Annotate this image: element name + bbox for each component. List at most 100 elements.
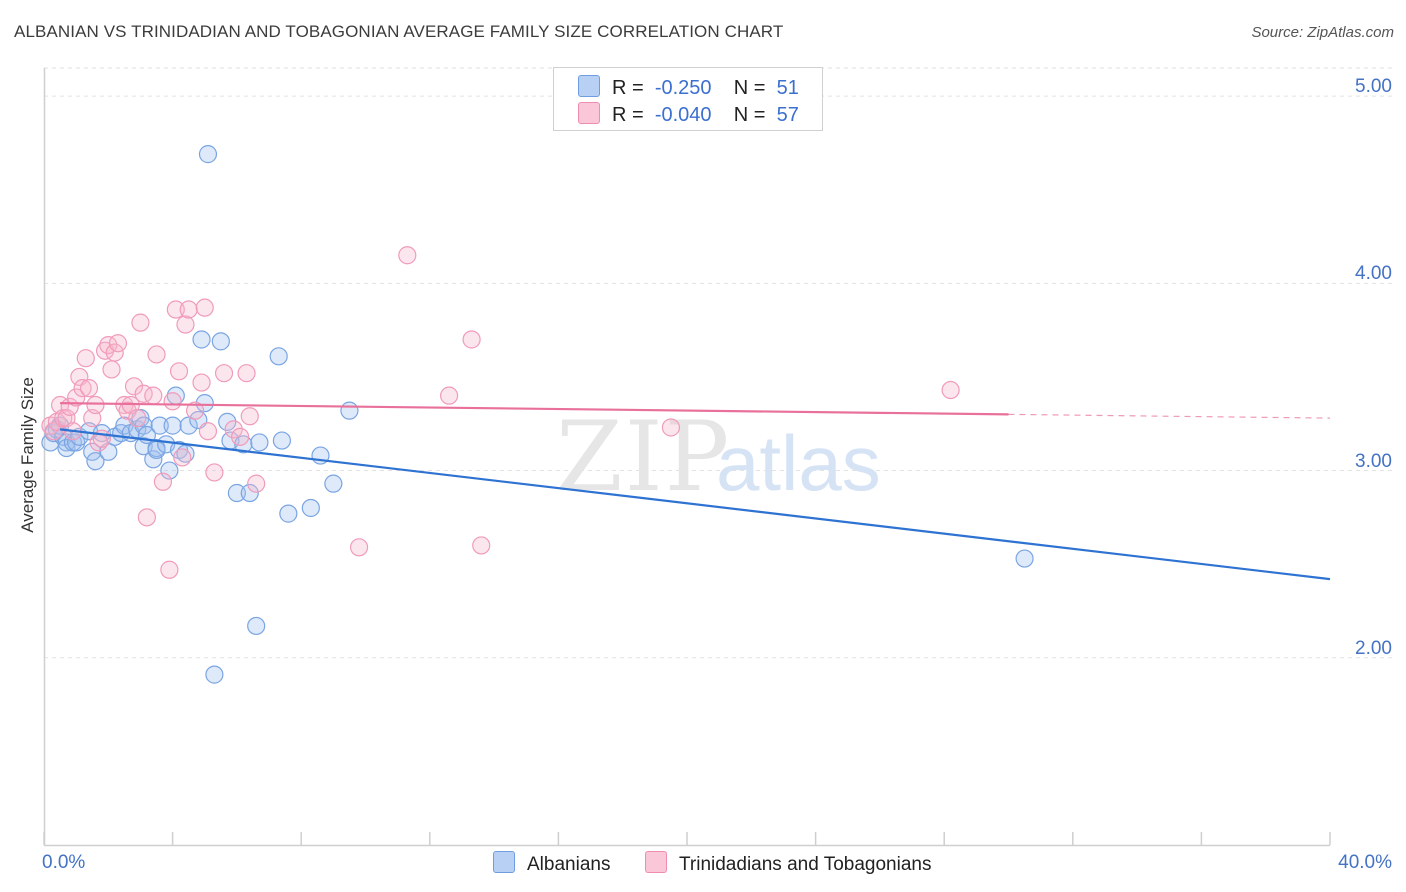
trinidadian-point [108, 334, 128, 353]
trinidadians-trend-line [60, 402, 1009, 416]
trinidadian-point [169, 362, 189, 381]
trinidadians-trend-extension [1008, 413, 1331, 419]
trinidadian-point [192, 373, 211, 392]
trinidadian-point [57, 409, 76, 428]
trinidadian-point [124, 377, 144, 396]
albanians-r-value: -0.250 [654, 77, 712, 99]
albanians-trend-line [59, 428, 1331, 581]
trinidadian-point [247, 474, 266, 493]
trinidadian-point [137, 508, 156, 527]
trinidadian-point [128, 409, 147, 428]
trinidadian-point [73, 379, 92, 398]
legend-n-label: N = [733, 77, 766, 99]
albanian-point [227, 483, 246, 503]
trinidadian-point [205, 463, 224, 482]
source-label: Source: ZipAtlas.com [1251, 24, 1394, 41]
trinidadian-point [173, 448, 192, 467]
series-trinidadians [41, 246, 960, 579]
trinidadian-point [153, 472, 173, 491]
bottom-legend-trinidadians: Trinidadians and Tobagonians [645, 851, 931, 876]
albanians-legend-swatch [493, 851, 515, 873]
gridlines [44, 67, 1393, 659]
trinidadian-point [79, 379, 99, 398]
trinidadians-n-value: 57 [776, 104, 799, 126]
albanian-point [269, 347, 288, 366]
trinidadian-point [439, 386, 459, 405]
y-tick-label: 3.00 [1355, 450, 1392, 472]
trinidadian-point [76, 349, 95, 368]
trinidadian-point [163, 392, 182, 411]
trinidadian-point [214, 364, 234, 383]
albanian-point [324, 474, 343, 493]
trinidadians-legend-swatch [645, 851, 667, 873]
trinidadian-point [472, 536, 491, 555]
trinidadian-point [462, 330, 481, 349]
trinidadians-swatch [578, 102, 600, 124]
trinidadian-point [102, 360, 121, 379]
trinidadian-point [231, 427, 250, 446]
trinidadian-point [67, 388, 86, 407]
trinidadians-legend-label: Trinidadians and Tobagonians [679, 854, 932, 875]
albanian-point [198, 145, 218, 164]
albanian-point [195, 394, 214, 413]
watermark: ZIP atlas [556, 401, 881, 513]
legend-r-label: R = [612, 77, 644, 99]
axes [43, 68, 1330, 847]
bottom-legend-albanians: Albanians [493, 851, 610, 876]
trinidadian-point [237, 364, 256, 383]
trinidadian-point [144, 386, 163, 405]
trinidadian-point [661, 418, 681, 437]
albanian-point [163, 416, 182, 435]
trinidadian-point [147, 345, 166, 364]
trinidadian-point [195, 298, 214, 317]
trinidadian-point [941, 380, 960, 400]
albanian-point [160, 461, 179, 480]
albanian-point [86, 452, 105, 471]
x-axis-ticks [43, 832, 1331, 845]
y-tick-label: 2.00 [1355, 637, 1392, 659]
albanian-point [67, 433, 86, 452]
albanian-point [279, 504, 298, 523]
trinidadian-point [349, 538, 369, 557]
albanians-legend-label: Albanians [527, 854, 611, 875]
albanian-point [211, 332, 230, 351]
albanian-point [1015, 549, 1034, 568]
legend-row-trinidadians: R = -0.040 N = 57 [578, 102, 799, 126]
y-axis-label: Average Family Size [18, 377, 37, 533]
albanians-swatch [578, 75, 600, 97]
watermark-zip: ZIP [556, 401, 731, 513]
trinidadian-point [166, 300, 185, 319]
trinidadian-point [131, 313, 150, 332]
albanian-point [301, 498, 320, 518]
x-tick-label-max: 40.0% [1338, 852, 1392, 873]
albanian-point [272, 431, 292, 450]
trinidadian-point [160, 560, 179, 579]
trend-lines [59, 402, 1331, 581]
trinidadians-r-value: -0.040 [654, 104, 712, 126]
albanian-point [205, 665, 224, 684]
y-tick-label: 5.00 [1355, 76, 1392, 98]
trinidadian-point [86, 395, 105, 415]
trinidadian-point [186, 401, 205, 420]
albanian-point [218, 412, 237, 431]
albanian-point [247, 616, 266, 636]
albanian-point [179, 416, 198, 435]
y-tick-label: 4.00 [1355, 263, 1392, 285]
trinidadian-point [240, 407, 259, 426]
albanian-point [240, 483, 259, 503]
albanians-n-value: 51 [776, 77, 799, 99]
trinidadian-point [118, 401, 137, 420]
watermark-atlas: atlas [716, 419, 881, 507]
legend-row-albanians: R = -0.250 N = 51 [578, 75, 799, 99]
albanian-point [340, 401, 359, 420]
albanian-point [192, 330, 211, 349]
albanian-point [250, 433, 269, 452]
chart-title: ALBANIAN VS TRINIDADIAN AND TOBAGONIAN A… [14, 22, 784, 41]
trinidadian-point [198, 422, 218, 441]
legend-r-label: R = [612, 104, 644, 126]
albanian-point [150, 416, 169, 435]
albanian-point [99, 442, 118, 461]
legend-n-label: N = [733, 104, 766, 126]
x-tick-label-min: 0.0% [42, 852, 86, 873]
